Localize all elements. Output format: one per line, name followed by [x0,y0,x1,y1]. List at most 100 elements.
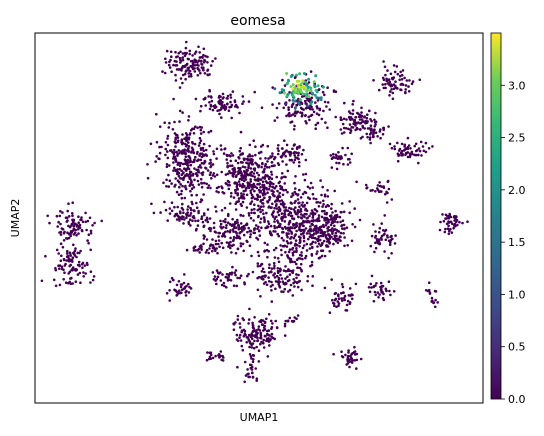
scatter-point [302,244,306,247]
scatter-point [309,181,313,185]
scatter-point [215,277,219,281]
scatter-point [298,201,301,205]
scatter-point [398,74,402,78]
scatter-point [365,116,369,120]
scatter-point [196,174,199,177]
scatter-point [100,219,103,223]
scatter-point [252,183,256,187]
scatter-point [172,148,176,152]
scatter-point [376,184,380,187]
scatter-point [270,173,274,176]
scatter-point [214,57,217,60]
scatter-point [448,212,452,216]
scatter-point [176,205,179,209]
scatter-point [241,182,245,186]
scatter-point [251,270,255,274]
scatter-point [259,157,262,160]
scatter-point [200,155,204,159]
scatter-point [185,143,189,147]
scatter-point [280,172,284,175]
scatter-point [304,120,307,123]
scatter-point [330,166,334,169]
scatter-point [216,271,220,275]
scatter-point [275,215,278,219]
scatter-point [342,210,346,214]
scatter-point [227,109,231,112]
scatter-point [173,205,176,209]
scatter-point [341,219,345,222]
scatter-point [286,279,290,283]
scatter-point [278,280,282,284]
scatter-point [70,259,73,263]
scatter-point [301,246,305,250]
scatter-point [318,108,322,112]
scatter-point [188,49,192,53]
scatter-point [346,146,350,150]
scatter-point-expressing [297,79,301,83]
scatter-point [289,214,293,218]
scatter-point [217,185,220,189]
scatter-point [276,152,280,156]
scatter-point [366,120,369,123]
scatter-point [199,177,203,181]
scatter-point [325,244,329,247]
scatter-point [297,157,300,161]
scatter-point [186,166,190,170]
scatter-point-expressing [283,91,286,95]
scatter-point [267,266,271,270]
scatter-point [292,208,296,211]
scatter-point [165,185,168,188]
scatter-point [333,224,336,228]
scatter-point [246,181,249,184]
scatter-point [300,251,303,254]
scatter-point [268,263,271,266]
scatter-point [189,214,192,217]
scatter-point [72,233,76,236]
scatter-point [276,257,280,260]
scatter-point [404,88,408,91]
scatter-point [263,164,267,168]
scatter-point [321,205,324,208]
scatter-point [250,254,253,258]
scatter-point [242,177,245,180]
scatter-point [301,95,304,98]
scatter-point [336,300,340,303]
scatter-point [58,264,62,267]
scatter-point [57,252,60,255]
scatter-point [164,147,168,151]
scatter-point-expressing [291,83,295,87]
scatter-point [311,223,315,227]
scatter-point [288,114,291,118]
scatter-point [293,285,296,288]
scatter-point [205,216,209,220]
scatter-point [340,118,343,122]
scatter-point [259,342,262,346]
scatter-point [238,237,242,240]
scatter-point [248,235,252,239]
scatter-point [178,86,182,89]
scatter-point [393,70,397,74]
scatter-point [411,80,415,83]
scatter-point [190,187,194,190]
scatter-point [186,180,190,184]
scatter-point [65,255,69,258]
scatter-point [373,250,376,254]
scatter-point [234,175,238,178]
scatter-point [295,249,298,252]
scatter-point [184,187,188,191]
scatter-point [259,178,263,181]
scatter-point [389,84,392,87]
scatter-point [234,273,237,277]
scatter-point [89,229,93,233]
scatter-point [392,76,396,79]
scatter-point [186,148,190,152]
scatter-point [174,138,177,141]
scatter-point [191,183,194,187]
scatter-point [208,173,212,177]
scatter-point [301,257,304,261]
scatter-point [366,127,370,130]
scatter-point [221,92,225,96]
scatter-point [204,219,207,222]
scatter-point [60,265,64,269]
scatter-point [449,220,453,224]
